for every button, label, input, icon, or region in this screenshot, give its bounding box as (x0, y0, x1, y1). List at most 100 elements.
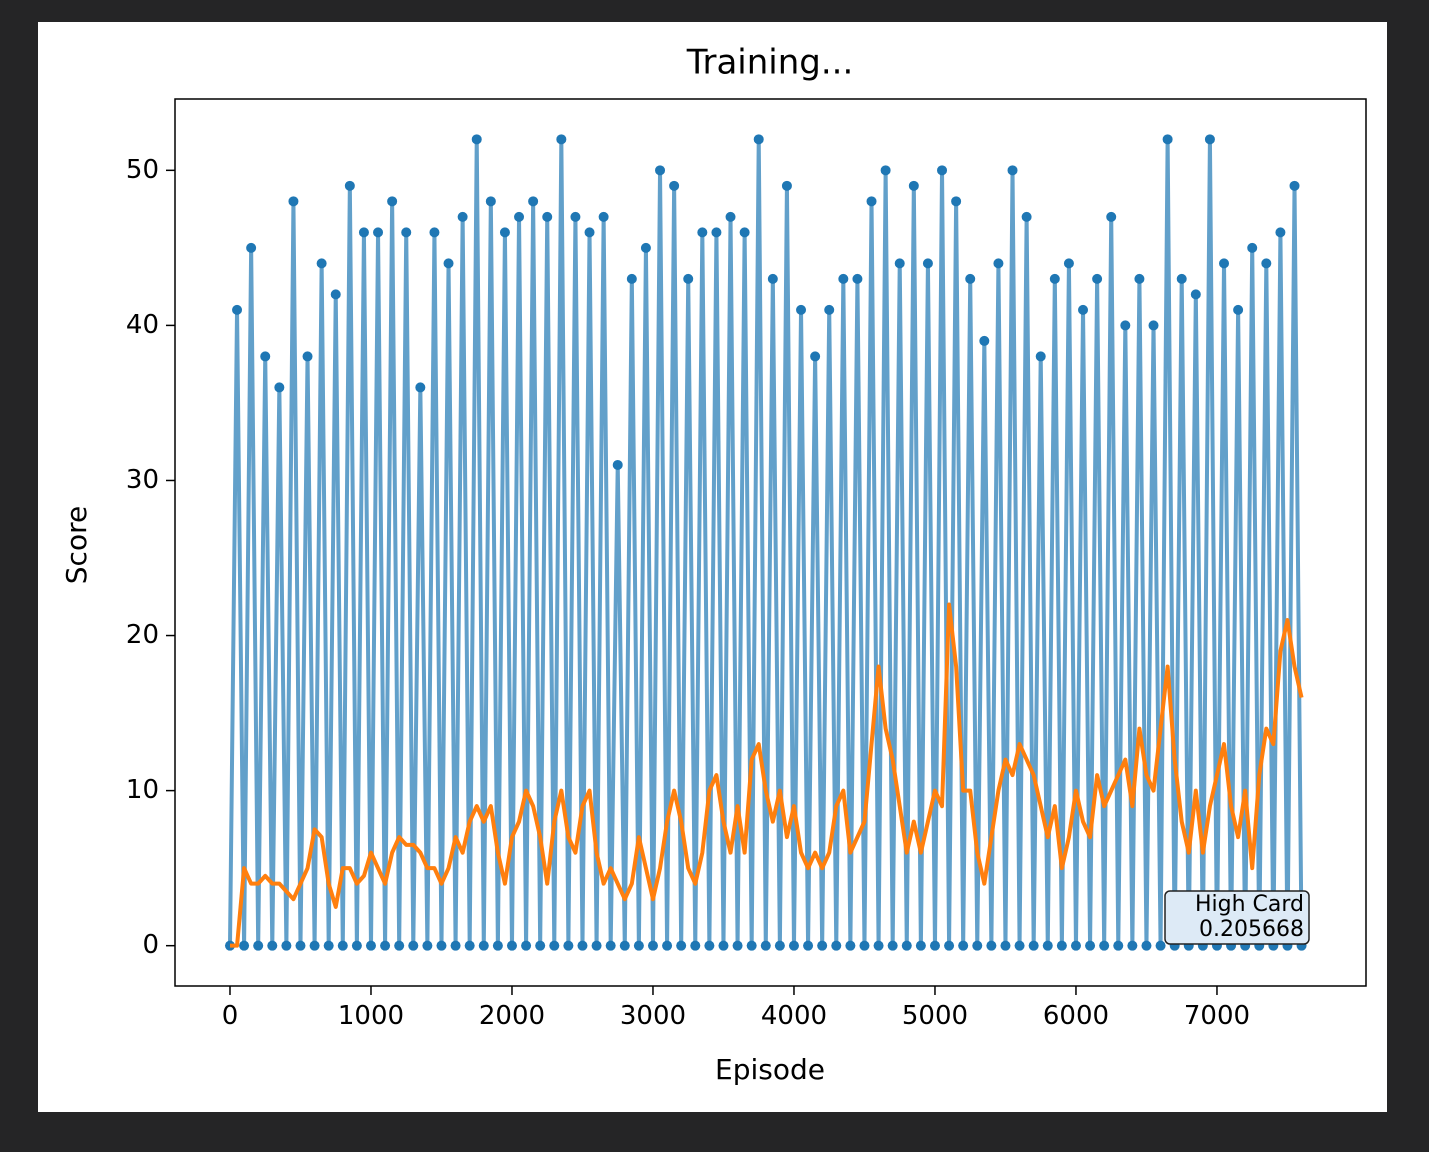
score-point (1042, 940, 1053, 951)
score-point (1176, 273, 1187, 284)
score-point (1106, 211, 1117, 222)
score-point (260, 351, 271, 362)
annotation-value: 0.205668 (1199, 917, 1304, 942)
score-point (633, 940, 644, 951)
score-point (436, 940, 447, 951)
score-point (556, 134, 567, 145)
score-point (450, 940, 461, 951)
score-point (1085, 940, 1096, 951)
score-point (316, 258, 327, 269)
score-point (521, 940, 532, 951)
score-point (1204, 134, 1215, 145)
score-point (471, 134, 482, 145)
score-point (619, 940, 630, 951)
score-point (817, 940, 828, 951)
chart-title: Training... (686, 43, 854, 83)
score-point (1007, 165, 1018, 176)
score-point (753, 134, 764, 145)
score-point (760, 940, 771, 951)
score-point (1056, 940, 1067, 951)
x-tick-label: 1000 (338, 1001, 404, 1031)
score-point (1070, 940, 1081, 951)
x-tick-label: 6000 (1043, 1001, 1109, 1031)
score-point (711, 227, 722, 238)
x-axis-label: Episode (715, 1053, 825, 1086)
average-line (229, 602, 1304, 948)
score-point (274, 382, 285, 393)
score-point (514, 211, 525, 222)
score-point (373, 227, 384, 238)
score-point (281, 940, 292, 951)
score-point (704, 940, 715, 951)
score-point (824, 304, 835, 315)
x-tick-label: 0 (222, 1001, 239, 1031)
score-point (330, 289, 341, 300)
score-point (1092, 273, 1103, 284)
score-point (429, 227, 440, 238)
y-tick-label: 20 (126, 620, 159, 650)
score-point (542, 211, 553, 222)
score-point (937, 165, 948, 176)
score-point (422, 940, 433, 951)
score-point (246, 242, 257, 253)
score-point (697, 227, 708, 238)
score-point (365, 940, 376, 951)
x-tick-label: 5000 (902, 1001, 968, 1031)
x-tick-label: 3000 (620, 1001, 686, 1031)
score-point (1275, 227, 1286, 238)
score-point (880, 165, 891, 176)
score-point (612, 459, 623, 470)
score-point (655, 165, 666, 176)
score-point (725, 211, 736, 222)
score-point (746, 940, 757, 951)
score-point (499, 227, 510, 238)
score-point (873, 940, 884, 951)
y-axis-label: Score (60, 506, 93, 584)
score-point (845, 940, 856, 951)
score-point (993, 258, 1004, 269)
score-point (528, 196, 539, 207)
score-point (1063, 258, 1074, 269)
score-point (598, 211, 609, 222)
score-point (1134, 273, 1145, 284)
x-tick-label: 7000 (1184, 1001, 1250, 1031)
annotation-box (1164, 890, 1310, 945)
score-point (718, 940, 729, 951)
score-point (577, 940, 588, 951)
score-point (1219, 258, 1230, 269)
y-tick-label: 0 (142, 930, 159, 960)
score-point (1289, 180, 1300, 191)
score-point (1014, 940, 1025, 951)
score-point (387, 196, 398, 207)
score-point (796, 304, 807, 315)
score-point (302, 351, 313, 362)
score-point (1127, 940, 1138, 951)
score-point (1233, 304, 1244, 315)
score-point (929, 940, 940, 951)
x-tick-label: 2000 (479, 1001, 545, 1031)
score-point (647, 940, 658, 951)
score-point (1141, 940, 1152, 951)
score-point (401, 227, 412, 238)
score-point (986, 940, 997, 951)
score-point (626, 273, 637, 284)
score-point (767, 273, 778, 284)
score-point (457, 211, 468, 222)
score-point (640, 242, 651, 253)
score-point (337, 940, 348, 951)
score-point (591, 940, 602, 951)
score-point (605, 940, 616, 951)
score-point (239, 940, 250, 951)
score-point (901, 940, 912, 951)
score-point (1148, 320, 1159, 331)
score-point (1247, 242, 1258, 253)
score-point (380, 940, 391, 951)
score-point (676, 940, 687, 951)
score-point (323, 940, 334, 951)
score-point (972, 940, 983, 951)
score-point (965, 273, 976, 284)
score-point (838, 273, 849, 284)
y-tick-label: 50 (126, 155, 159, 185)
